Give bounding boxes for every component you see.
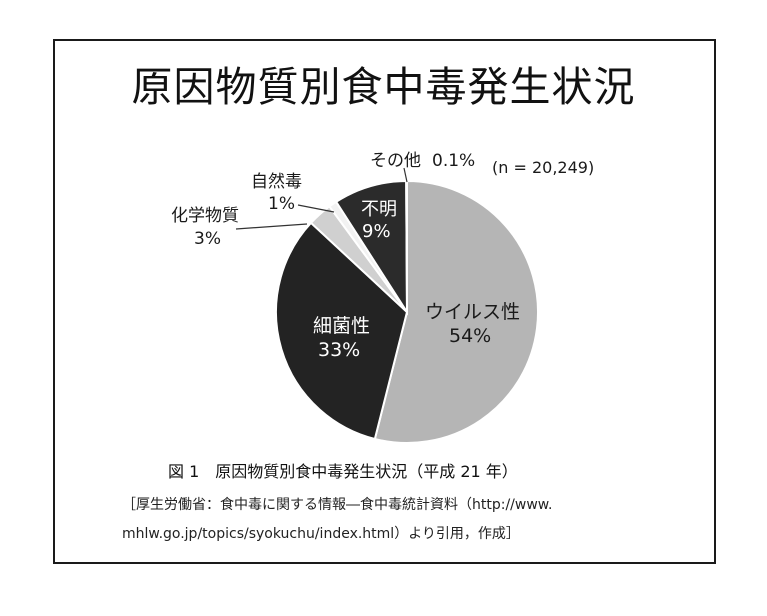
slice-value-viral: 54%	[449, 325, 491, 347]
figure-frame	[53, 39, 716, 564]
source-line-2: mhlw.go.jp/topics/syokuchu/index.html）より…	[122, 526, 520, 542]
slice-label-natural-toxin: 自然毒	[251, 172, 302, 192]
slice-label-unknown: 不明	[361, 199, 397, 220]
slice-label-other: その他	[370, 151, 421, 171]
slice-value-other: 0.1%	[432, 151, 475, 171]
slice-value-natural-toxin: 1%	[268, 194, 295, 214]
slice-label-chemical: 化学物質	[171, 206, 239, 226]
slice-value-chemical: 3%	[194, 229, 221, 249]
leader-line-other	[403, 167, 408, 183]
leader-line-natural-toxin	[297, 204, 335, 213]
slice-value-bacterial: 33%	[318, 339, 360, 361]
source-line-1: ［厚生労働省：食中毒に関する情報―食中毒統計資料（http://www.	[122, 497, 553, 513]
figure-caption: 図 1 原因物質別食中毒発生状況（平成 21 年）	[168, 462, 518, 481]
page-title: 原因物質別食中毒発生状況	[131, 63, 636, 111]
slice-other	[405, 179, 408, 313]
leader-line-chemical	[235, 223, 308, 230]
slice-label-viral: ウイルス性	[425, 301, 520, 323]
slice-bacterial	[275, 221, 409, 441]
slice-label-bacterial: 細菌性	[313, 315, 370, 337]
n-label: (n = 20,249)	[492, 158, 594, 177]
slice-viral	[373, 179, 539, 444]
slice-value-unknown: 9%	[362, 221, 391, 242]
